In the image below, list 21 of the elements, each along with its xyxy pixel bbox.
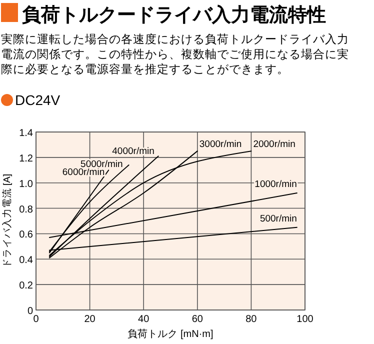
x-tick-label: 60 xyxy=(192,314,204,325)
chart-subtitle: 実際に運転した場合の各速度における負荷トルクードライバ入力電流の関係です。この特性から、複数軸でご使用になる場合に実際に必要となる電源容量を推定することができます。 xyxy=(1,32,349,76)
x-tick-label: 100 xyxy=(296,314,314,325)
y-tick-label: 0.4 xyxy=(19,255,34,266)
x-tick-label: 20 xyxy=(84,314,96,325)
y-tick-label: 1.2 xyxy=(19,153,34,164)
y-axis-title: ドライバ入力電流 [A] xyxy=(1,174,13,268)
x-tick-label: 40 xyxy=(138,314,150,325)
text: DC24V xyxy=(15,92,61,108)
x-axis-title: 負荷トルク [mN·m] xyxy=(128,328,214,340)
series-label: 500r/min xyxy=(260,213,297,224)
y-tick-label: 1.4 xyxy=(19,128,34,139)
y-tick-label: 0.8 xyxy=(19,204,34,216)
y-tick-label: 0 xyxy=(27,306,34,317)
y-tick-label: 0.2 xyxy=(19,280,34,292)
series-label: 3000r/min xyxy=(199,139,242,150)
chart-title: 負荷トルクードライバ入力電流特性 xyxy=(22,4,326,26)
x-tick-label: 80 xyxy=(246,314,258,325)
y-tick-label: 0.6 xyxy=(19,230,34,241)
y-tick-label: 1.0 xyxy=(19,178,34,190)
series-label: 2000r/min xyxy=(253,139,296,150)
